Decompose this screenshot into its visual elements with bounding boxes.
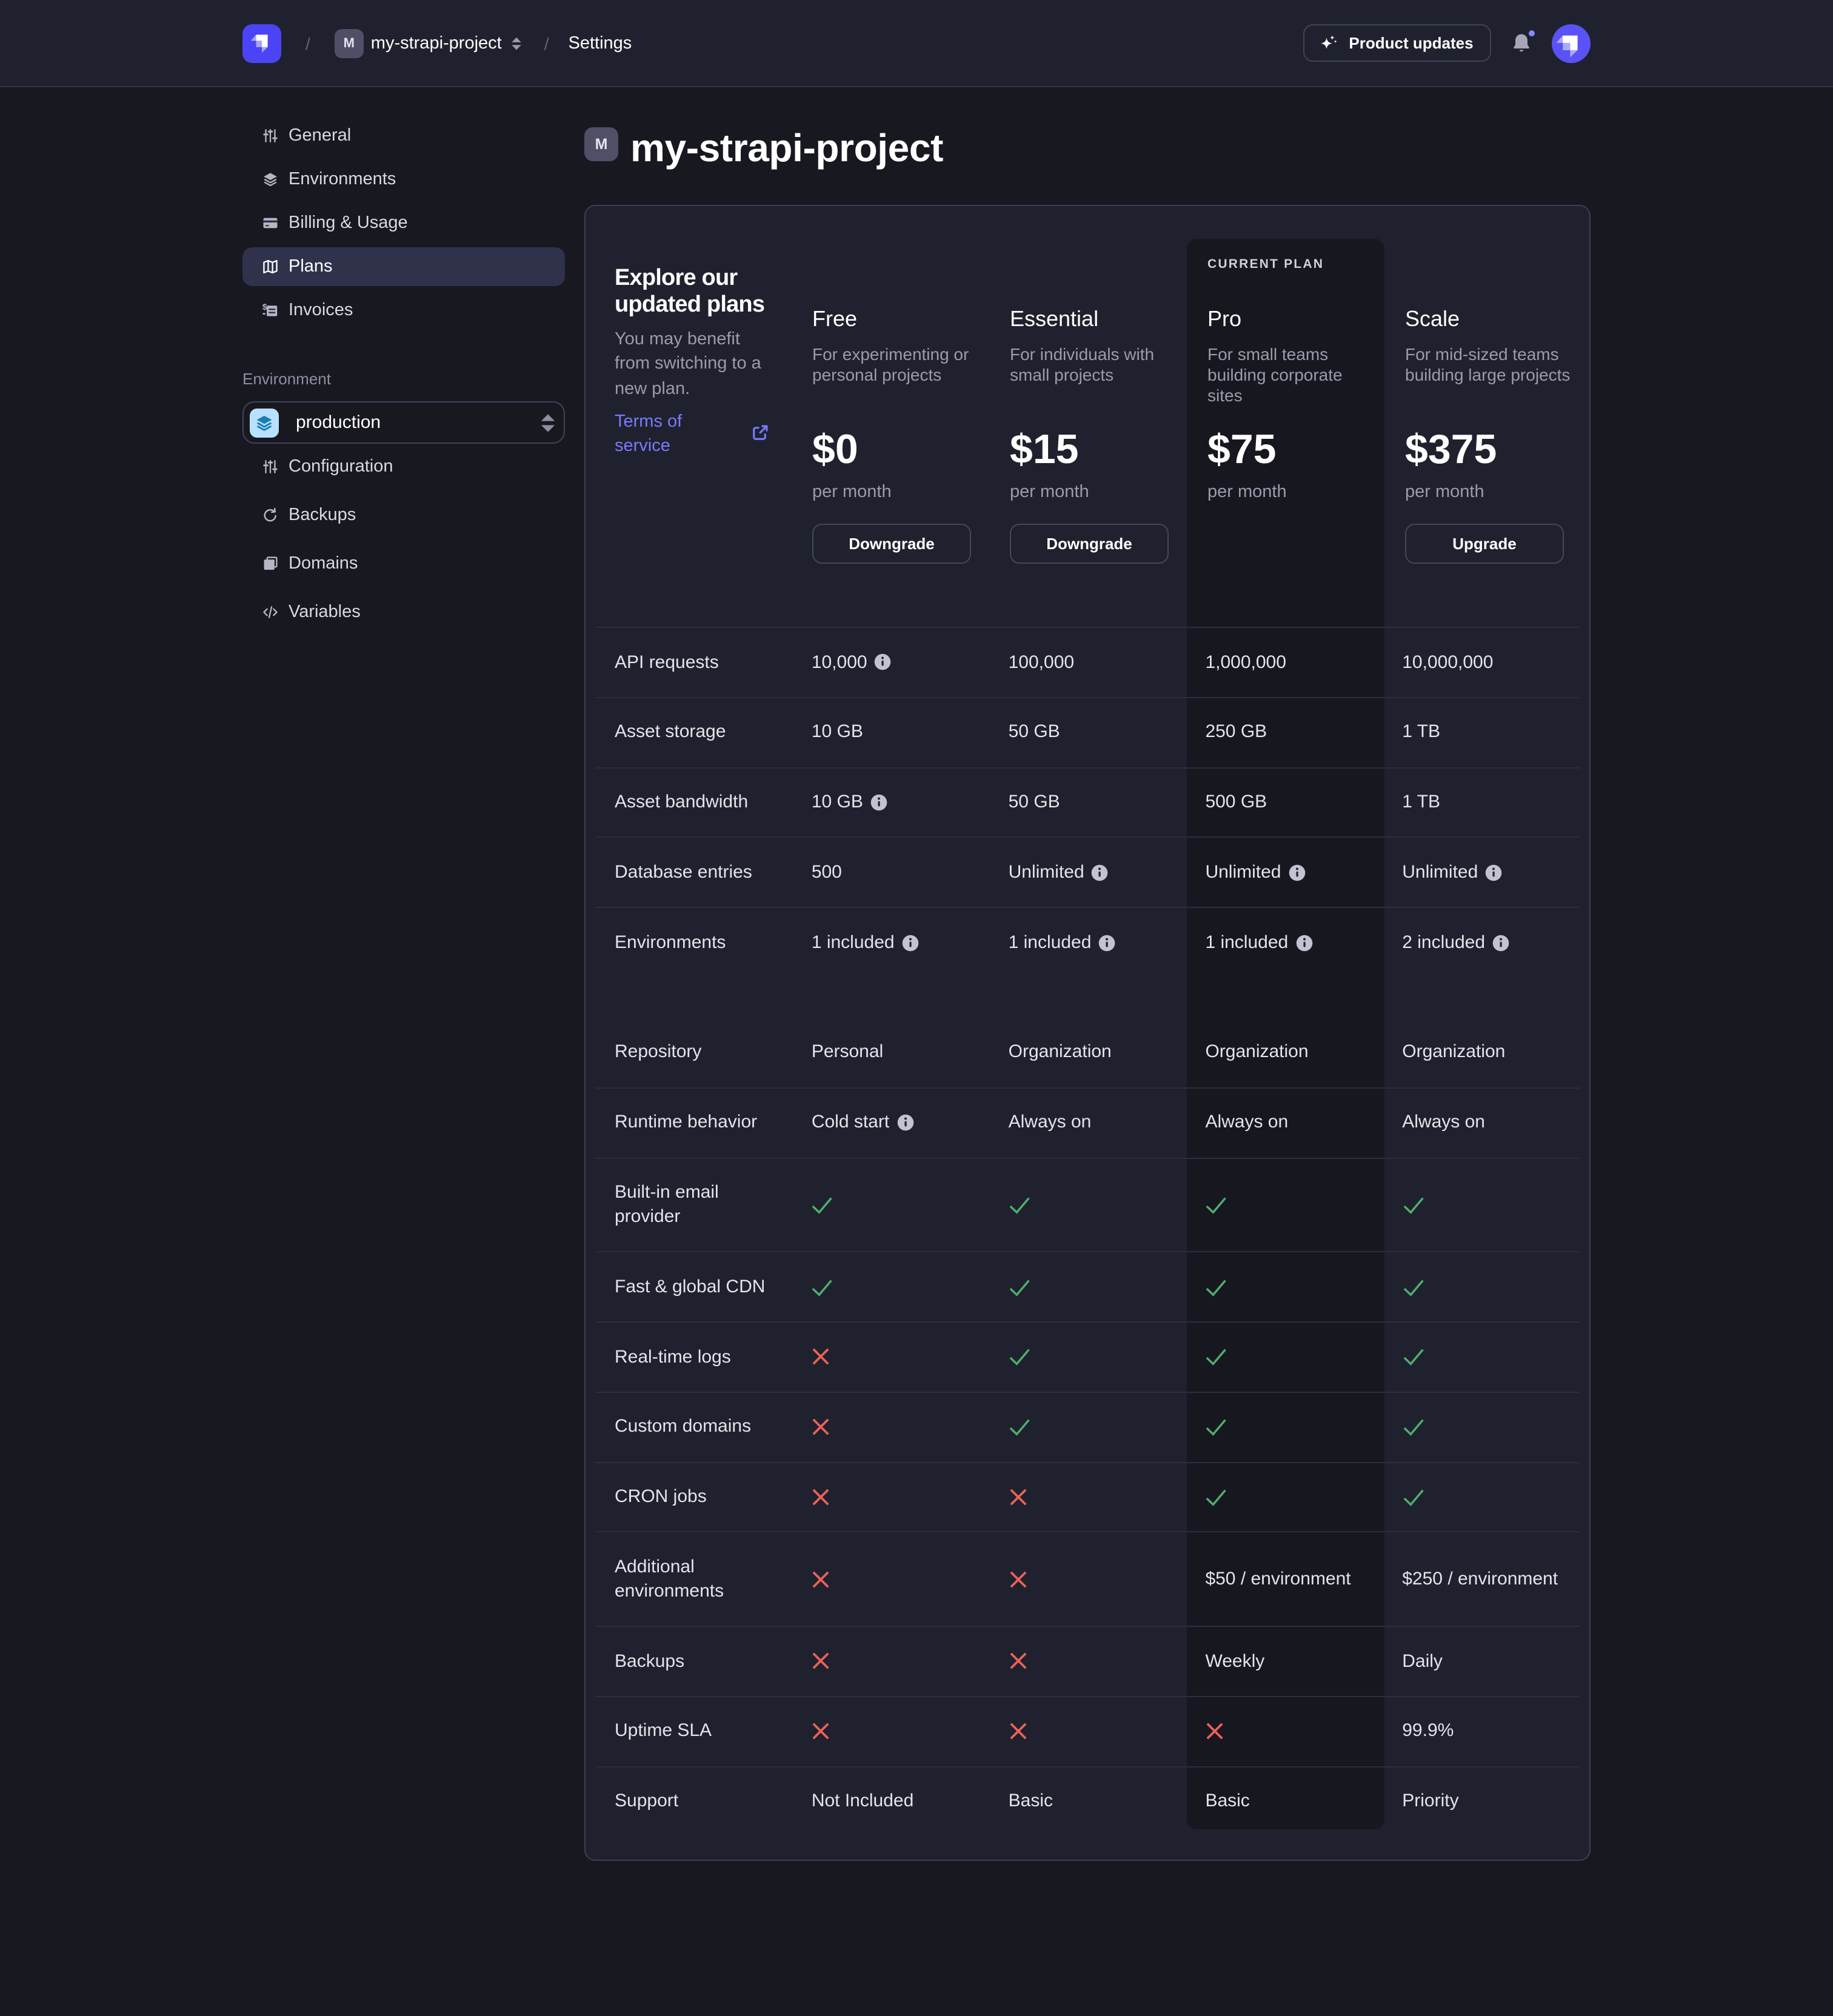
svg-text:$: $ <box>262 302 267 312</box>
